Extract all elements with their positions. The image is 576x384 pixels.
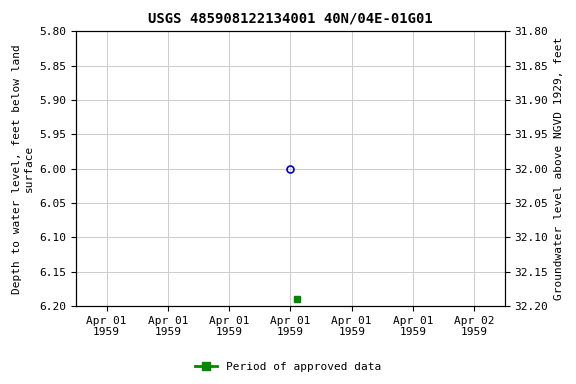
Y-axis label: Groundwater level above NGVD 1929, feet: Groundwater level above NGVD 1929, feet — [554, 37, 564, 300]
Title: USGS 485908122134001 40N/04E-01G01: USGS 485908122134001 40N/04E-01G01 — [148, 12, 433, 26]
Y-axis label: Depth to water level, feet below land
surface: Depth to water level, feet below land su… — [12, 44, 33, 294]
Legend: Period of approved data: Period of approved data — [191, 358, 385, 377]
